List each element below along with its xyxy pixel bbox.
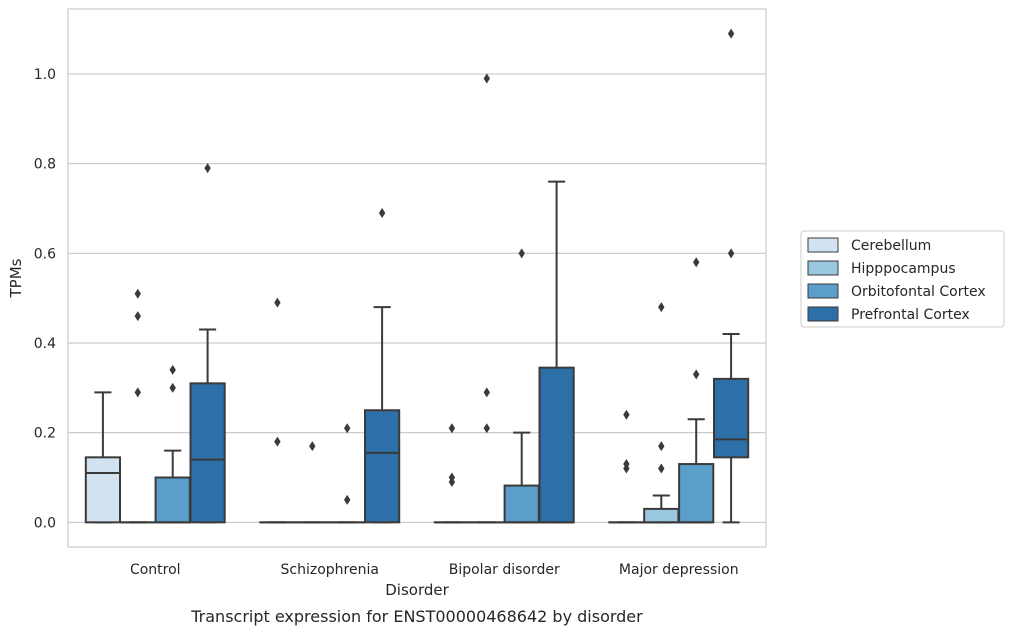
y-tick-label: 0.0 — [34, 515, 56, 531]
outlier-point — [169, 364, 176, 375]
outlier-point — [658, 302, 665, 313]
y-axis-label: TPMs — [7, 258, 25, 298]
legend-swatch — [807, 306, 839, 322]
outlier-point — [344, 494, 351, 505]
outlier-point — [169, 382, 176, 393]
y-tick-label: 0.4 — [34, 336, 56, 352]
outlier-point — [693, 369, 700, 380]
outlier-point — [378, 207, 386, 218]
x-tick-label: Schizophrenia — [281, 562, 379, 578]
outlier-point — [518, 248, 525, 259]
box — [712, 377, 750, 459]
box — [154, 476, 191, 524]
box-group — [119, 288, 156, 524]
outlier-point — [623, 409, 630, 420]
outlier-point — [623, 459, 630, 470]
outlier-point — [693, 257, 700, 268]
legend-swatch — [807, 283, 839, 299]
outlier-point — [134, 311, 141, 322]
box-group — [189, 163, 226, 524]
outlier-point — [274, 436, 281, 447]
outlier-point — [274, 297, 281, 308]
outlier-point — [727, 248, 735, 259]
y-tick-label: 0.8 — [34, 157, 56, 173]
outlier-point — [448, 472, 456, 483]
legend-label: Cerebellum — [851, 238, 931, 254]
outlier-point — [344, 423, 351, 434]
x-tick-label: Control — [130, 562, 181, 578]
outlier-point — [483, 387, 490, 398]
outlier-point — [658, 441, 665, 452]
box-group — [154, 364, 191, 524]
legend-label: Prefrontal Cortex — [851, 307, 970, 323]
box-group — [433, 423, 471, 524]
outlier-point — [483, 73, 490, 84]
box-group — [678, 257, 715, 524]
box — [643, 507, 680, 524]
box-group — [503, 248, 540, 524]
box-group — [538, 180, 575, 524]
box — [538, 366, 575, 524]
y-tick-label: 1.0 — [34, 67, 56, 83]
y-tick-label: 0.2 — [34, 426, 56, 442]
box — [189, 382, 226, 524]
legend-label: Orbitofontal Cortex — [851, 284, 986, 300]
plot-frame — [67, 8, 767, 548]
outlier-point — [134, 387, 141, 398]
box-group — [294, 441, 331, 524]
box — [503, 484, 540, 524]
legend-swatch — [807, 260, 839, 276]
legend-frame — [800, 230, 1005, 328]
outlier-point — [309, 441, 316, 452]
x-tick-labels: Control Schizophrenia Bipolar disorder Majo… — [130, 562, 739, 578]
legend: Cerebellum Hipppocampus Orbitofontal Corte… — [800, 230, 1005, 328]
outlier-point — [134, 288, 141, 299]
x-tick-label: Bipolar disorder — [449, 562, 560, 578]
x-tick-label: Major depression — [619, 562, 739, 578]
box — [84, 456, 122, 524]
box-group — [712, 28, 750, 524]
legend-label: Hipppocampus — [851, 261, 956, 277]
y-tick-labels: 0.0 0.2 0.4 0.6 0.8 1.0 — [34, 67, 56, 531]
plot-area — [68, 9, 766, 547]
box-group — [84, 391, 122, 524]
box — [678, 463, 715, 524]
outlier-point — [658, 463, 665, 474]
boxes — [84, 28, 750, 524]
outlier-point — [483, 423, 490, 434]
box-group — [643, 302, 680, 524]
y-tick-label: 0.6 — [34, 246, 56, 262]
x-axis-label: Disorder — [385, 581, 449, 599]
outlier-point — [448, 423, 456, 434]
outlier-point — [727, 28, 735, 39]
legend-swatch — [807, 237, 839, 253]
outlier-point — [204, 163, 211, 174]
box — [363, 409, 401, 524]
chart-caption: Transcript expression for ENST0000046864… — [190, 607, 643, 626]
box-group — [468, 73, 505, 524]
box-group — [363, 207, 401, 524]
